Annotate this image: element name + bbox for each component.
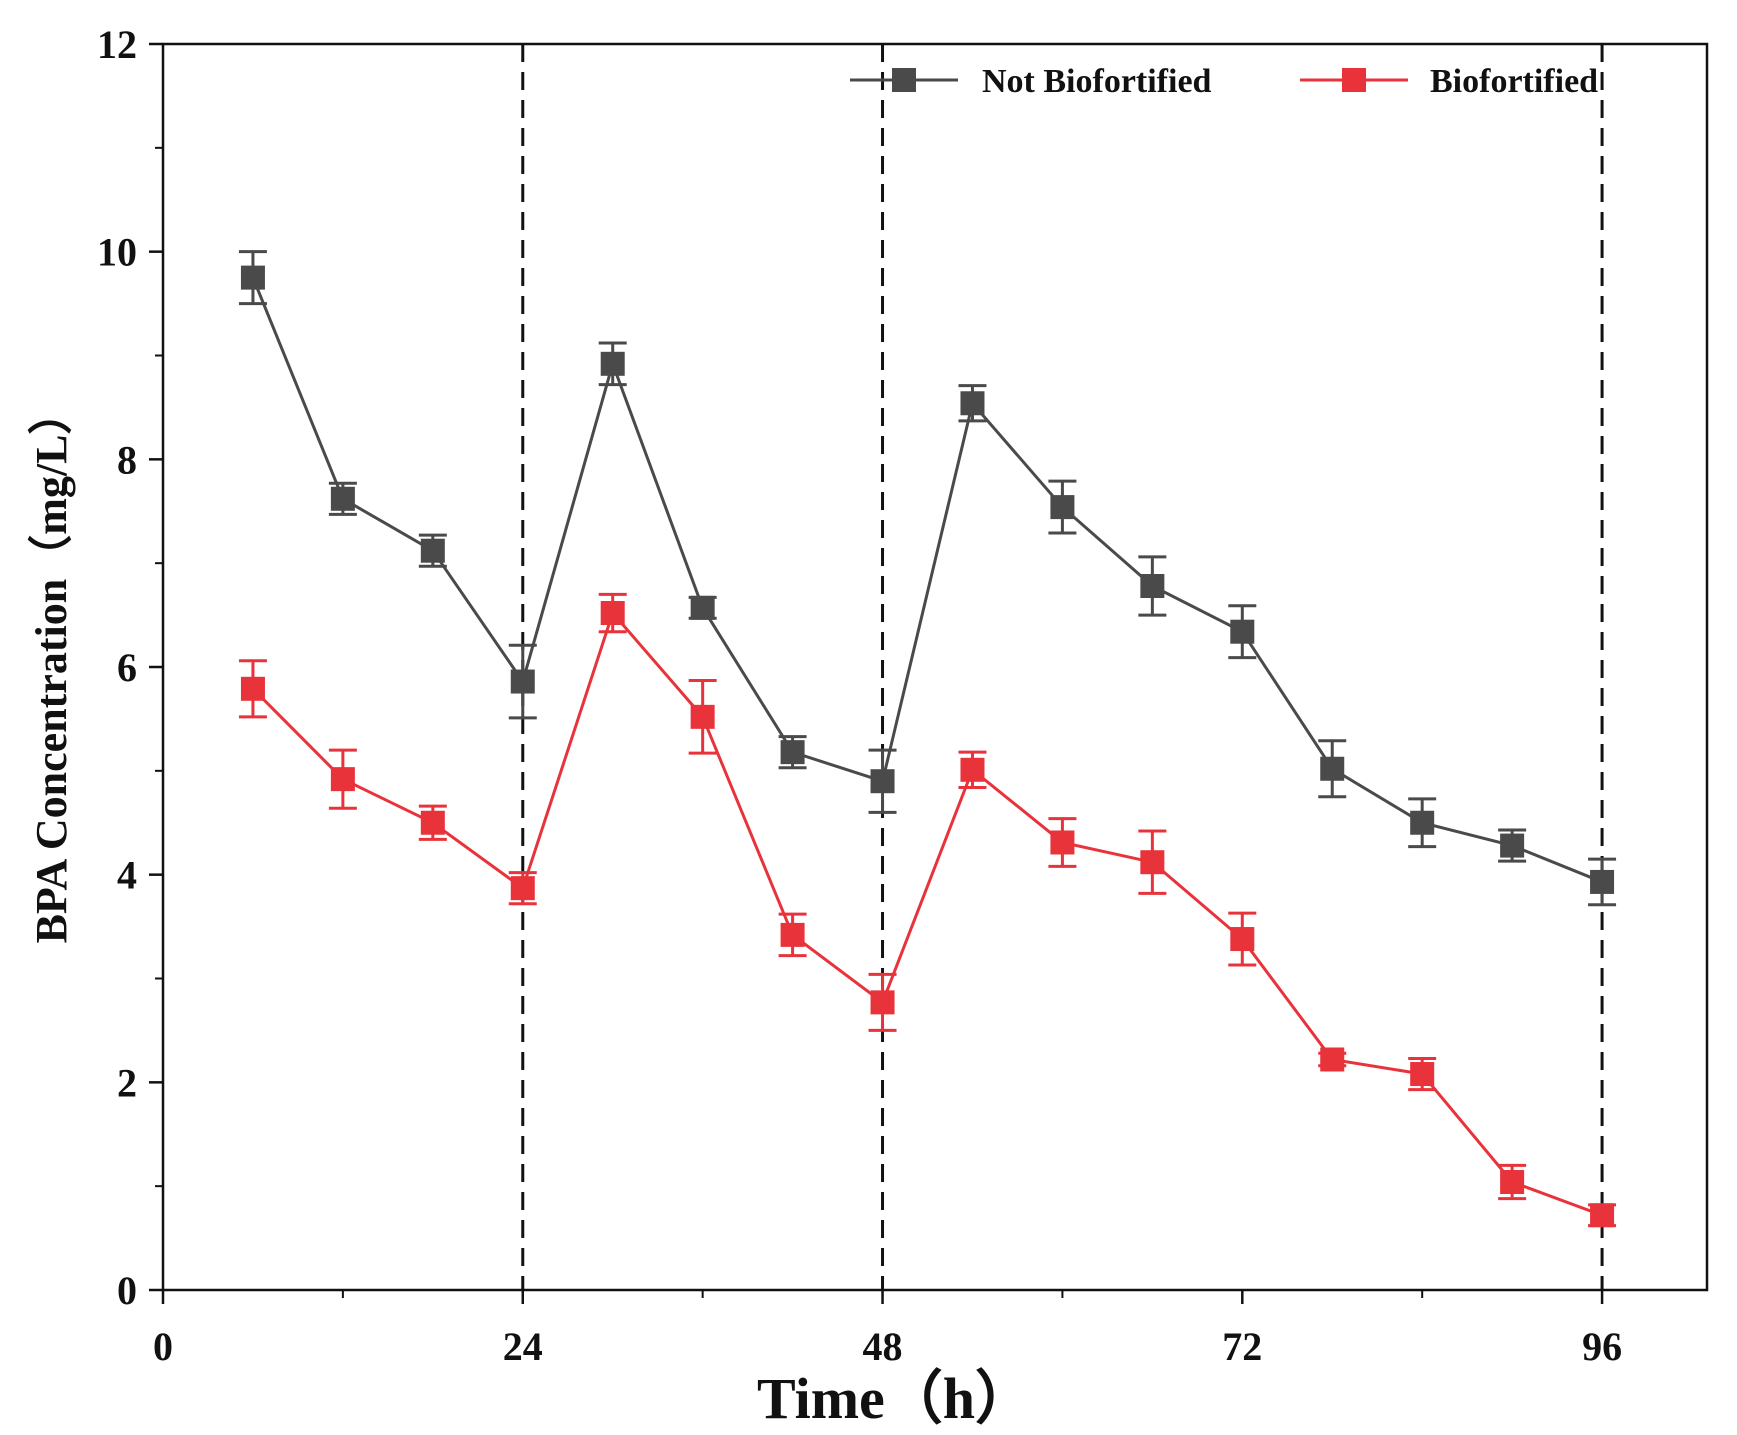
series-not-biofortified xyxy=(238,250,1617,907)
legend-item-not-biofortified: Not Biofortified xyxy=(850,63,1212,100)
y-axis-title: BPA Concentration（mg/L） xyxy=(27,391,76,944)
data-point-not-biofortified-42 xyxy=(780,740,805,765)
data-point-biofortified-78 xyxy=(1320,1047,1345,1072)
data-point-not-biofortified-96 xyxy=(1590,869,1615,894)
data-point-not-biofortified-72 xyxy=(1230,619,1255,644)
data-point-not-biofortified-6 xyxy=(240,265,265,290)
y-tick-label-10: 10 xyxy=(97,230,137,275)
data-point-biofortified-96 xyxy=(1590,1203,1615,1228)
data-point-not-biofortified-90 xyxy=(1500,833,1525,858)
series-biofortified xyxy=(238,592,1617,1228)
data-point-biofortified-60 xyxy=(1050,830,1075,855)
data-point-not-biofortified-84 xyxy=(1410,810,1435,835)
legend: Not Biofortified Biofortified xyxy=(850,63,1598,100)
data-point-not-biofortified-12 xyxy=(330,486,355,511)
data-point-biofortified-72 xyxy=(1230,927,1255,952)
x-tick-label-0: 0 xyxy=(153,1324,173,1369)
data-point-biofortified-42 xyxy=(780,922,805,947)
legend-label-not-biofortified: Not Biofortified xyxy=(982,63,1212,100)
y-tick-label-8: 8 xyxy=(117,437,137,482)
data-point-biofortified-84 xyxy=(1410,1062,1435,1087)
legend-label-biofortified: Biofortified xyxy=(1430,63,1598,100)
y-tick-label-0: 0 xyxy=(117,1268,137,1313)
plot-frame xyxy=(161,42,1709,1292)
y-tick-label-12: 12 xyxy=(97,22,137,67)
x-tick-label-72: 72 xyxy=(1222,1324,1262,1369)
data-point-biofortified-24 xyxy=(510,876,535,901)
legend-marker-not-biofortified xyxy=(892,68,916,92)
data-point-not-biofortified-24 xyxy=(510,669,535,694)
data-point-not-biofortified-18 xyxy=(420,538,445,563)
reference-lines xyxy=(521,44,1604,1290)
data-point-not-biofortified-48 xyxy=(870,769,895,794)
data-point-biofortified-54 xyxy=(960,757,985,782)
y-tick-label-6: 6 xyxy=(117,645,137,690)
data-point-biofortified-66 xyxy=(1140,850,1165,875)
data-point-not-biofortified-60 xyxy=(1050,495,1075,520)
data-point-biofortified-36 xyxy=(690,704,715,729)
y-tick-label-2: 2 xyxy=(117,1060,137,1105)
legend-marker-biofortified xyxy=(1342,68,1366,92)
data-point-not-biofortified-30 xyxy=(600,351,625,376)
legend-item-biofortified: Biofortified xyxy=(1300,63,1598,100)
x-tick-label-48: 48 xyxy=(863,1324,903,1369)
x-axis-title: Time（h） xyxy=(757,1366,1033,1431)
data-point-biofortified-12 xyxy=(330,767,355,792)
series-layer xyxy=(238,250,1617,1228)
data-point-biofortified-90 xyxy=(1500,1170,1525,1195)
series-line-not-biofortified xyxy=(251,277,1603,884)
data-point-biofortified-6 xyxy=(240,676,265,701)
x-tick-label-96: 96 xyxy=(1582,1324,1622,1369)
data-point-biofortified-30 xyxy=(600,601,625,626)
data-point-not-biofortified-78 xyxy=(1320,756,1345,781)
data-point-not-biofortified-66 xyxy=(1140,574,1165,599)
data-point-biofortified-18 xyxy=(420,810,445,835)
data-point-not-biofortified-54 xyxy=(960,391,985,416)
y-tick-label-4: 4 xyxy=(117,853,137,898)
series-line-biofortified xyxy=(251,610,1603,1217)
x-tick-label-24: 24 xyxy=(503,1324,543,1369)
data-point-biofortified-48 xyxy=(870,990,895,1015)
data-point-not-biofortified-36 xyxy=(690,595,715,620)
